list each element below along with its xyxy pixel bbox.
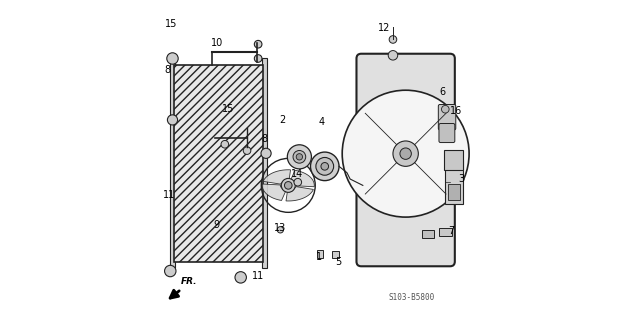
Circle shape xyxy=(287,145,312,169)
Circle shape xyxy=(400,148,412,159)
Text: 1: 1 xyxy=(316,252,323,262)
Circle shape xyxy=(277,227,284,233)
Polygon shape xyxy=(286,187,314,201)
Text: 3: 3 xyxy=(458,174,464,184)
Text: S103-B5800: S103-B5800 xyxy=(388,293,435,302)
Text: 2: 2 xyxy=(279,115,285,125)
Circle shape xyxy=(321,163,328,170)
Circle shape xyxy=(254,40,262,48)
Circle shape xyxy=(282,178,295,192)
FancyBboxPatch shape xyxy=(438,105,456,130)
FancyBboxPatch shape xyxy=(439,124,455,142)
Text: 15: 15 xyxy=(221,104,234,114)
Text: 4: 4 xyxy=(319,117,324,127)
Bar xyxy=(317,251,323,258)
Circle shape xyxy=(296,154,303,160)
Circle shape xyxy=(389,36,397,43)
Text: 14: 14 xyxy=(291,169,304,179)
Text: 13: 13 xyxy=(274,223,286,233)
Circle shape xyxy=(442,105,449,113)
Text: 8: 8 xyxy=(261,134,268,144)
Circle shape xyxy=(393,141,419,166)
Circle shape xyxy=(284,181,292,189)
Circle shape xyxy=(254,55,262,62)
Bar xyxy=(174,65,263,261)
Circle shape xyxy=(342,90,469,217)
Bar xyxy=(445,160,463,204)
Text: 15: 15 xyxy=(164,19,177,28)
Text: 11: 11 xyxy=(163,190,175,200)
FancyBboxPatch shape xyxy=(356,54,455,266)
Polygon shape xyxy=(262,184,286,200)
Bar xyxy=(262,59,267,268)
Bar xyxy=(332,252,339,258)
Bar xyxy=(422,230,434,238)
Bar xyxy=(439,228,452,236)
Circle shape xyxy=(310,152,339,180)
Circle shape xyxy=(243,147,251,155)
Bar xyxy=(444,150,463,170)
Circle shape xyxy=(261,148,271,158)
Circle shape xyxy=(293,150,306,163)
Circle shape xyxy=(388,51,397,60)
Circle shape xyxy=(316,157,333,175)
Circle shape xyxy=(164,265,176,277)
Bar xyxy=(170,59,175,268)
Text: 7: 7 xyxy=(449,226,455,236)
Text: 5: 5 xyxy=(335,257,342,267)
Text: 9: 9 xyxy=(214,220,220,230)
Circle shape xyxy=(294,178,301,186)
Text: 11: 11 xyxy=(252,271,264,281)
Bar xyxy=(449,184,460,200)
Text: 8: 8 xyxy=(164,65,171,75)
Text: FR.: FR. xyxy=(180,277,197,286)
Circle shape xyxy=(168,115,177,125)
Polygon shape xyxy=(263,170,291,184)
Circle shape xyxy=(167,53,178,64)
Text: 12: 12 xyxy=(378,23,390,33)
Text: 10: 10 xyxy=(211,38,223,48)
Text: 6: 6 xyxy=(439,87,445,97)
Circle shape xyxy=(235,272,246,283)
Text: 16: 16 xyxy=(450,106,462,116)
Polygon shape xyxy=(291,170,314,187)
Circle shape xyxy=(221,140,228,148)
